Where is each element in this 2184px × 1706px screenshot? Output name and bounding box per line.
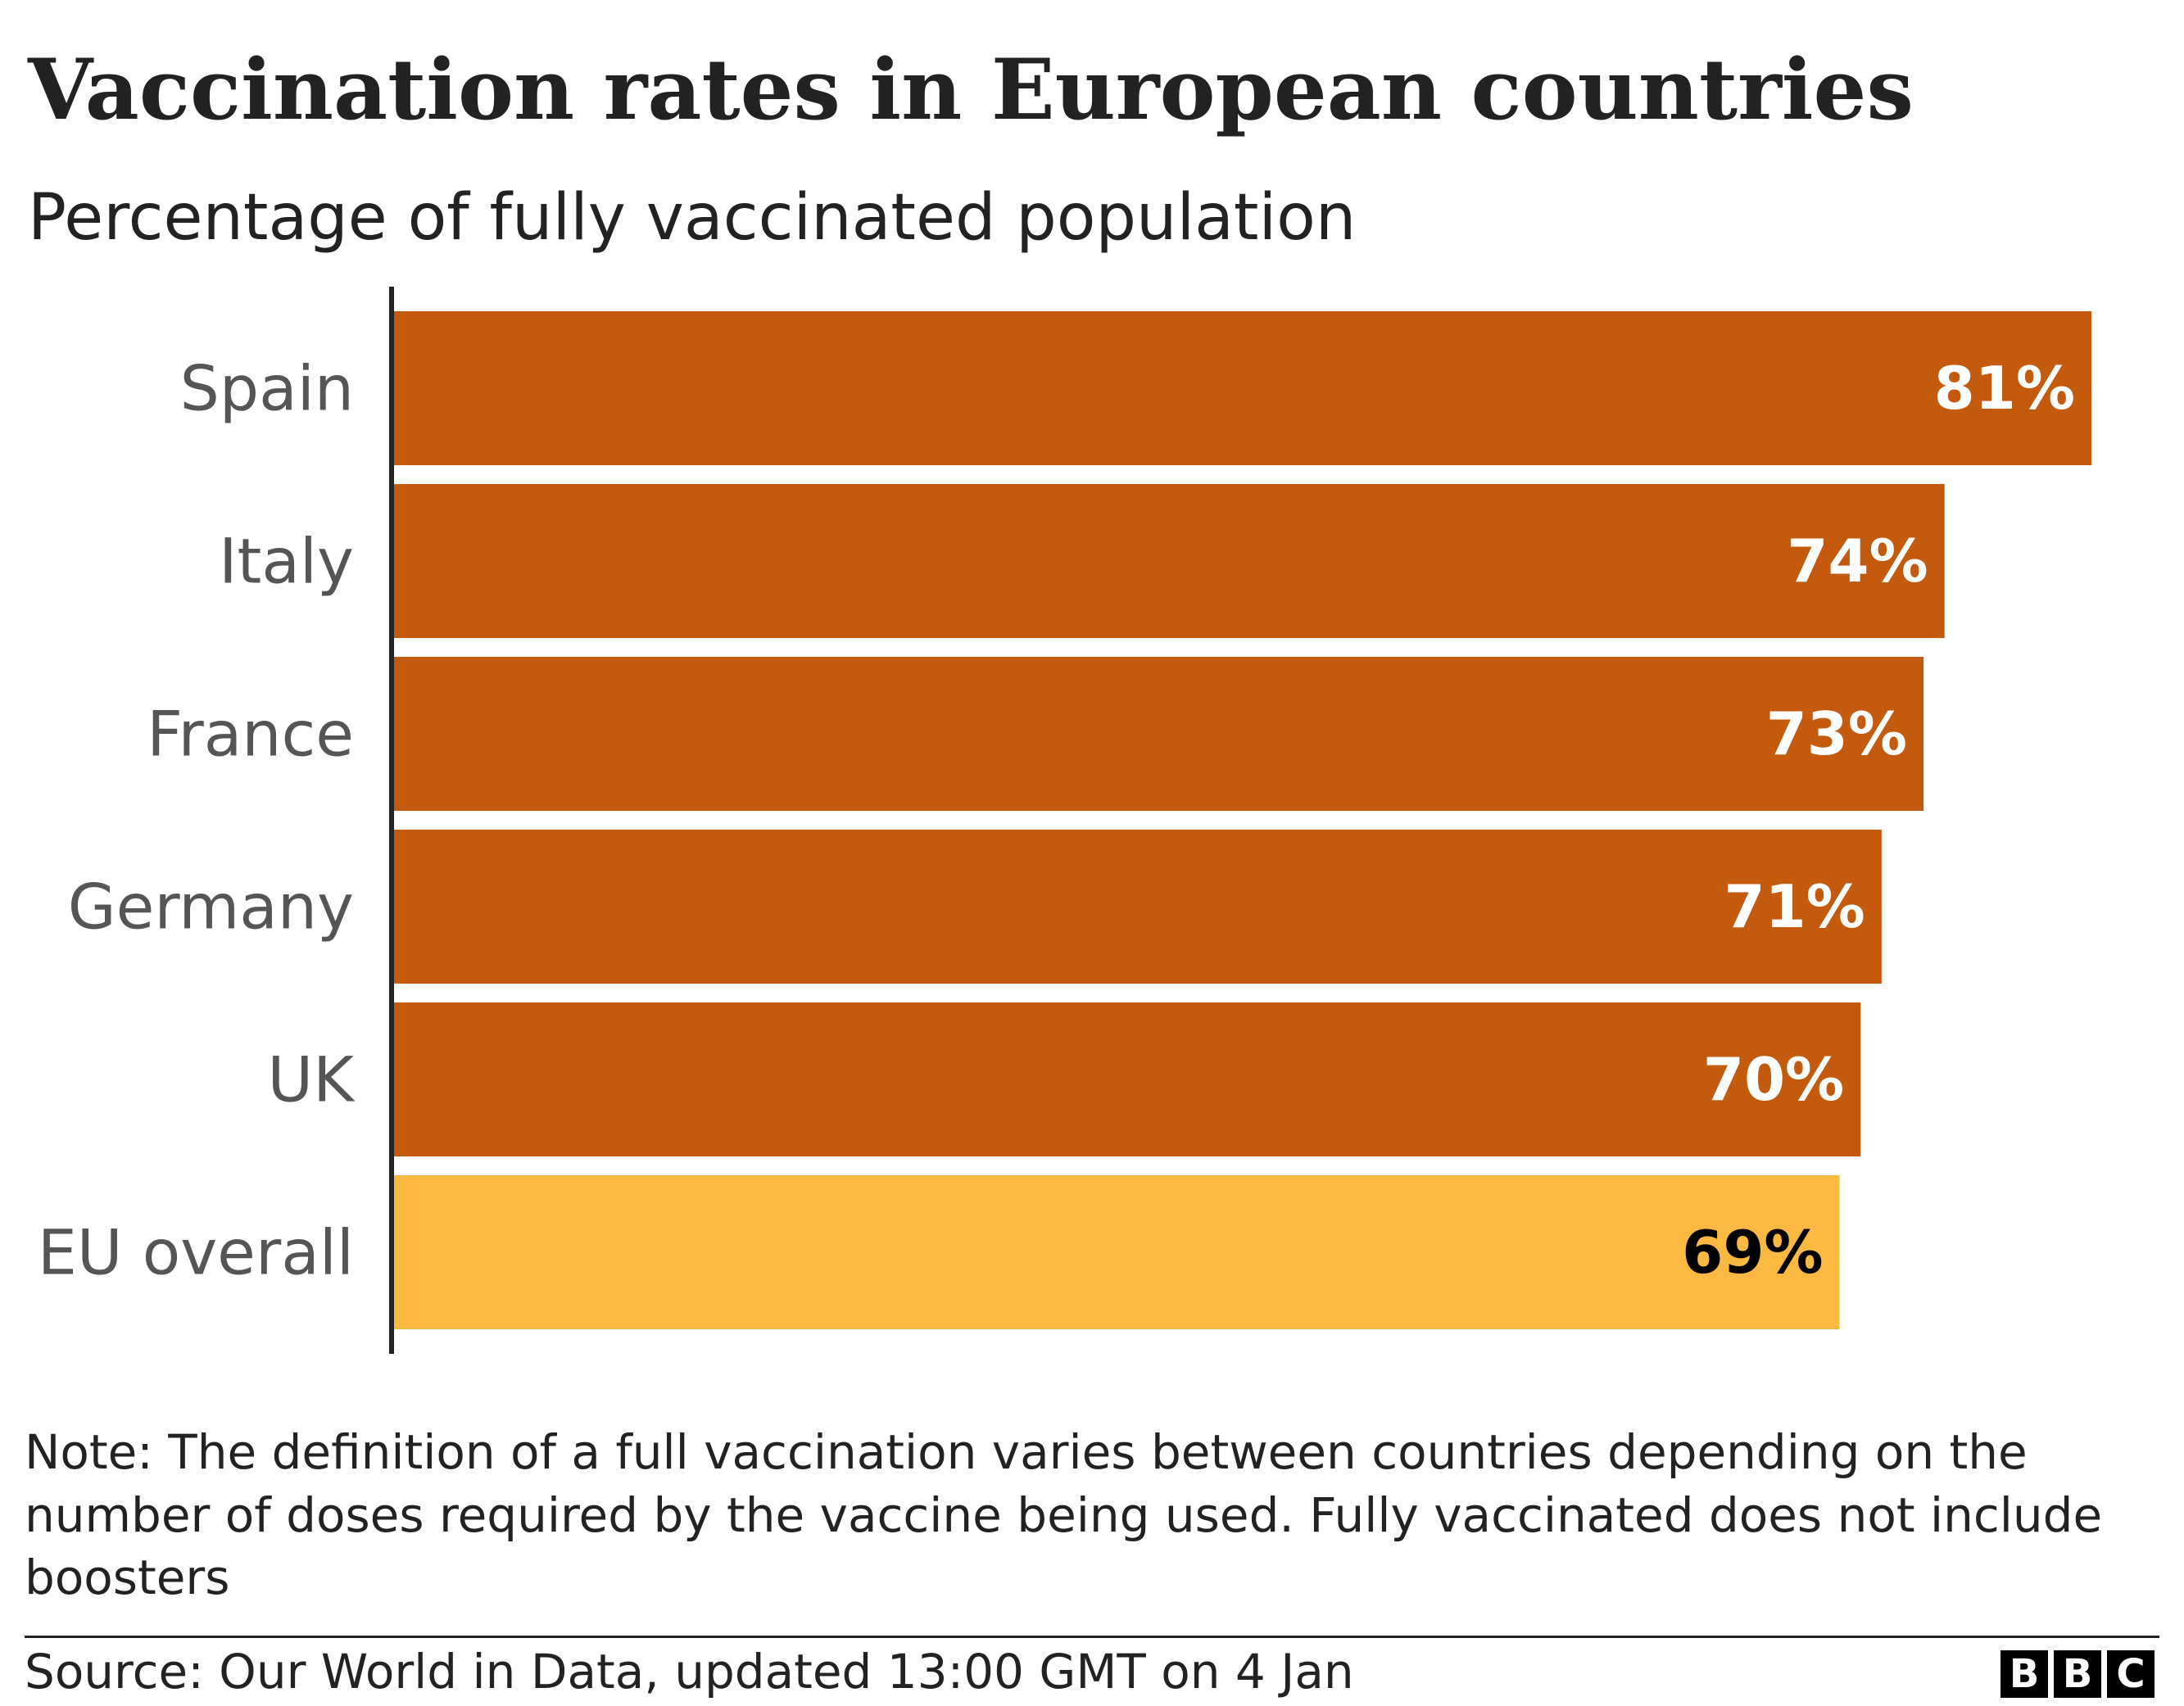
footer-divider (25, 1636, 2159, 1638)
data-label-france: 73% (1766, 699, 1907, 768)
data-label-germany: 71% (1724, 872, 1865, 941)
bar-france (394, 657, 1924, 811)
data-label-uk: 70% (1703, 1045, 1844, 1114)
chart-title: Vaccination rates in European countries (28, 41, 1914, 139)
bar-eu-overall (394, 1175, 1840, 1329)
bar-italy (394, 484, 1945, 638)
category-label-france: France (147, 698, 354, 771)
chart-subtitle: Percentage of fully vaccinated populatio… (28, 181, 1357, 255)
bbc-logo-letter-3: C (2107, 1650, 2155, 1698)
source-credit: Source: Our World in Data, updated 13:00… (25, 1644, 1354, 1699)
data-label-italy: 74% (1787, 527, 1928, 595)
category-label-italy: Italy (219, 525, 354, 598)
bar-chart: Spain 81% Italy 74% France 73% Germany 71% UK 70%… (38, 287, 2091, 1354)
category-label-germany: Germany (68, 871, 354, 944)
bbc-logo-letter-2: B (2054, 1650, 2101, 1698)
data-label-eu-overall: 69% (1682, 1218, 1823, 1287)
bbc-logo-letter-1: B (2000, 1650, 2048, 1698)
bbc-logo: B B C (2000, 1650, 2155, 1698)
data-label-spain: 81% (1934, 354, 2075, 423)
chart-note: Note: The definition of a full vaccinati… (25, 1424, 2103, 1606)
category-label-uk: UK (268, 1043, 356, 1116)
bar-spain (394, 311, 2091, 465)
bar-uk (394, 1002, 1861, 1156)
category-label-spain: Spain (180, 352, 354, 425)
bar-germany (394, 830, 1882, 984)
category-label-eu-overall: EU overall (38, 1216, 354, 1289)
